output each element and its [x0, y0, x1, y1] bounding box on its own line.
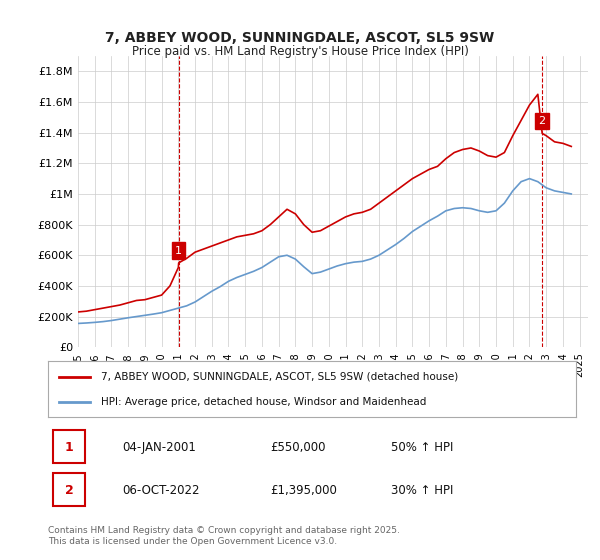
- Text: £1,395,000: £1,395,000: [270, 484, 337, 497]
- Text: 7, ABBEY WOOD, SUNNINGDALE, ASCOT, SL5 9SW (detached house): 7, ABBEY WOOD, SUNNINGDALE, ASCOT, SL5 9…: [101, 372, 458, 382]
- Text: 1: 1: [175, 246, 182, 256]
- Text: 04-JAN-2001: 04-JAN-2001: [122, 441, 196, 454]
- Text: HPI: Average price, detached house, Windsor and Maidenhead: HPI: Average price, detached house, Wind…: [101, 396, 426, 407]
- Text: 2: 2: [539, 116, 546, 126]
- Text: 1: 1: [65, 441, 73, 454]
- FancyBboxPatch shape: [53, 430, 85, 463]
- Text: Price paid vs. HM Land Registry's House Price Index (HPI): Price paid vs. HM Land Registry's House …: [131, 45, 469, 58]
- Text: Contains HM Land Registry data © Crown copyright and database right 2025.
This d: Contains HM Land Registry data © Crown c…: [48, 526, 400, 546]
- Text: 06-OCT-2022: 06-OCT-2022: [122, 484, 199, 497]
- Text: £550,000: £550,000: [270, 441, 325, 454]
- Text: 30% ↑ HPI: 30% ↑ HPI: [391, 484, 454, 497]
- Text: 50% ↑ HPI: 50% ↑ HPI: [391, 441, 454, 454]
- FancyBboxPatch shape: [53, 473, 85, 506]
- Text: 7, ABBEY WOOD, SUNNINGDALE, ASCOT, SL5 9SW: 7, ABBEY WOOD, SUNNINGDALE, ASCOT, SL5 9…: [106, 31, 494, 45]
- Text: 2: 2: [65, 484, 73, 497]
